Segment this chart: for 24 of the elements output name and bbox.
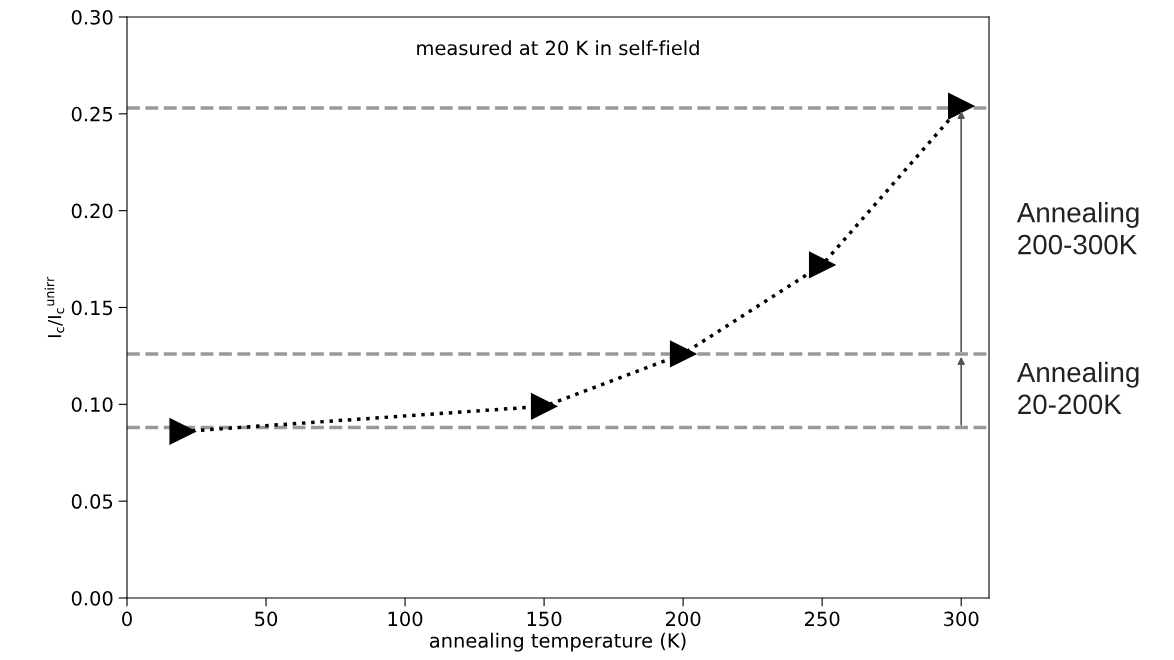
y-tick-label: 0.10 bbox=[71, 397, 113, 412]
y-tick-label: 0.20 bbox=[71, 203, 113, 219]
x-tick-label: 50 bbox=[255, 611, 278, 627]
y-tick-label: 0.25 bbox=[71, 106, 113, 122]
point bbox=[169, 418, 196, 445]
y-tick-label: 0.05 bbox=[71, 494, 113, 509]
x-tick-label: 200 bbox=[666, 611, 701, 627]
x-tick-label: 150 bbox=[527, 611, 562, 627]
y-axis-title: I$_{c}$/I$_{c}$$^{unirr}$ bbox=[44, 276, 65, 338]
x-tick-label: 250 bbox=[805, 611, 840, 627]
point bbox=[808, 251, 836, 279]
y-tick-label: 0.30 bbox=[71, 9, 113, 25]
x-axis-title: annealing temperature (K) bbox=[429, 632, 686, 652]
text: Annealing 200-300K bbox=[1016, 202, 1139, 255]
y-tick-label: 0.15 bbox=[71, 300, 113, 316]
point bbox=[947, 92, 975, 120]
annotation: measured at 20 K in self-field bbox=[417, 40, 699, 56]
point bbox=[530, 393, 558, 420]
x-tick-label: 0 bbox=[122, 611, 132, 627]
x-tick-label: 300 bbox=[944, 611, 979, 627]
point bbox=[669, 340, 697, 368]
text: Annealing 20-200K bbox=[1016, 361, 1139, 415]
x-tick-label: 100 bbox=[388, 611, 423, 627]
y-tick-label: 0.00 bbox=[71, 590, 113, 606]
